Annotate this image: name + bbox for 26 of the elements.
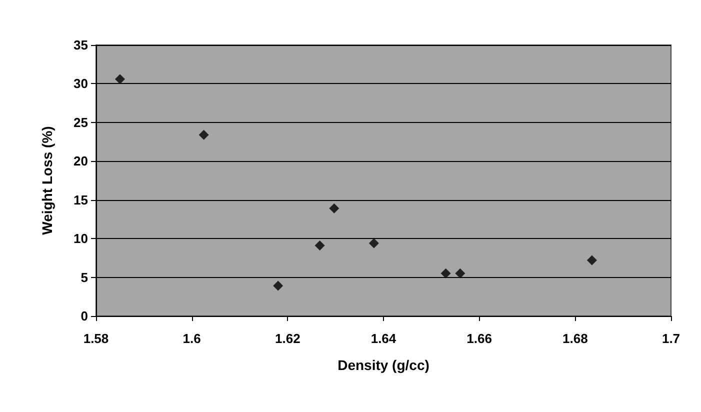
point [314, 240, 325, 251]
point [586, 255, 597, 266]
y-tick-label: 15 [74, 192, 88, 208]
y-tick-label: 25 [74, 114, 88, 130]
x-axis-title: Density (g/cc) [338, 357, 430, 373]
point [273, 280, 284, 291]
y-tick-label: 5 [80, 270, 88, 285]
point [440, 268, 451, 278]
y-axis-title: Weight Loss (%) [39, 126, 55, 235]
y-tick-label: 20 [74, 154, 88, 169]
y-tick-label: 10 [74, 231, 88, 246]
point [455, 268, 466, 278]
x-tick-label: 1.68 [562, 331, 588, 346]
y-tick-label: 30 [74, 76, 88, 92]
point [329, 203, 340, 214]
point [114, 74, 125, 84]
point [368, 238, 379, 248]
point [198, 130, 209, 140]
x-tick-label: 1.64 [370, 331, 397, 346]
x-tick-label: 1.7 [662, 331, 680, 346]
x-tick-label: 1.58 [83, 331, 109, 346]
y-tick-label: 0 [80, 308, 88, 324]
x-tick-label: 1.6 [182, 331, 201, 346]
x-tick-label: 1.62 [275, 331, 300, 346]
y-tick-label: 35 [74, 38, 88, 52]
x-tick-label: 1.66 [466, 331, 492, 346]
